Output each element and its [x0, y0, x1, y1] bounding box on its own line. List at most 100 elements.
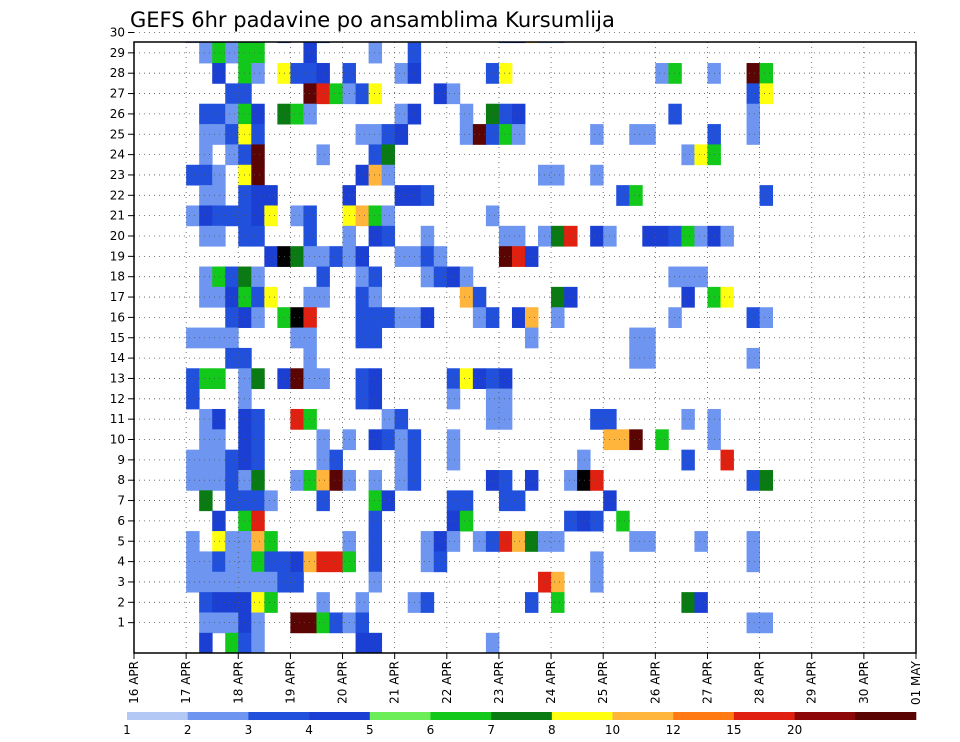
cell: [485, 368, 500, 390]
cell: [759, 470, 774, 491]
cell: [290, 368, 304, 390]
cell: [746, 612, 760, 634]
cell: [212, 225, 226, 247]
cell: [511, 225, 526, 247]
cell: [212, 470, 226, 491]
y-tick-label: 28: [110, 66, 125, 80]
cell: [329, 612, 343, 634]
cell: [212, 449, 226, 471]
colorbar-label: 15: [726, 723, 741, 737]
cell: [355, 307, 369, 328]
cell: [251, 124, 265, 145]
y-axis: 1234567891011121314151617181920212223242…: [110, 26, 134, 630]
cell: [420, 307, 435, 328]
colorbar-label: 8: [548, 723, 556, 737]
colorbar-swatch: [430, 712, 492, 720]
cell: [316, 83, 330, 105]
cell: [629, 347, 643, 369]
cell: [564, 510, 578, 532]
cell: [498, 246, 513, 267]
cell: [251, 551, 265, 573]
cell: [459, 368, 474, 390]
x-axis: 16 APR 17 APR 18 APR 19 APR 20 APR 21 APR 22 A…: [127, 653, 923, 705]
cell: [316, 266, 330, 288]
x-tick-label: 23 APR: [492, 661, 506, 704]
cell: [199, 266, 213, 288]
cell: [251, 266, 265, 288]
cell: [251, 632, 265, 654]
cell: [394, 408, 409, 430]
cell: [303, 103, 317, 125]
colorbar-swatch: [794, 712, 856, 720]
colorbar-swatch: [733, 712, 795, 720]
cell: [511, 490, 526, 512]
cell: [212, 429, 226, 451]
cell: [225, 327, 239, 349]
cell: [225, 531, 239, 552]
colorbar: 1 2 3 4 5 6 7 8 10 12 15 20: [123, 712, 917, 737]
cell: [746, 347, 760, 369]
cell: [446, 531, 461, 552]
cell: [303, 470, 317, 491]
cell: [186, 327, 200, 349]
cell: [303, 612, 317, 634]
cell: [264, 571, 278, 593]
cell: [316, 592, 330, 613]
cell: [316, 470, 330, 491]
cell: [694, 266, 708, 288]
cell: [186, 531, 200, 552]
cell: [368, 632, 383, 654]
cell: [303, 63, 317, 84]
cell: [199, 408, 213, 430]
cell: [199, 124, 213, 145]
cell: [212, 510, 226, 532]
cell: [212, 408, 226, 430]
y-tick-label: 22: [110, 188, 125, 202]
x-tick-label: 29 APR: [805, 661, 819, 704]
cell: [694, 592, 708, 613]
cell: [498, 368, 513, 390]
cell: [498, 531, 513, 552]
cell: [251, 307, 265, 328]
cell: [355, 632, 369, 654]
cell: [355, 388, 369, 410]
cell: [485, 103, 500, 125]
cell: [355, 246, 369, 267]
cell: [303, 408, 317, 430]
cell: [551, 571, 565, 593]
cell: [629, 124, 643, 145]
x-tick-label: 19 APR: [283, 661, 297, 704]
cell: [212, 592, 226, 613]
y-tick-label: 2: [117, 595, 125, 609]
cell: [251, 63, 265, 84]
cell: [485, 63, 500, 84]
cell: [746, 83, 760, 105]
cell: [511, 246, 526, 267]
colorbar-swatch: [491, 712, 553, 720]
cell: [199, 571, 213, 593]
cell: [316, 429, 330, 451]
colorbar-label: 12: [666, 723, 681, 737]
cell: [212, 531, 226, 552]
y-tick-label: 5: [117, 534, 125, 548]
cell: [629, 429, 643, 451]
cell: [212, 185, 226, 206]
cell: [498, 63, 513, 84]
cell: [511, 124, 526, 145]
cell: [316, 144, 330, 166]
cell: [290, 408, 304, 430]
cell: [264, 185, 278, 206]
x-tick-label: 27 APR: [700, 661, 714, 704]
cell: [251, 286, 265, 308]
cell: [290, 571, 304, 593]
cell: [225, 347, 239, 369]
cell: [225, 83, 239, 105]
cell: [551, 164, 565, 186]
cell: [199, 327, 213, 349]
cell: [264, 246, 278, 267]
cell: [225, 266, 239, 288]
cell: [394, 307, 409, 328]
colorbar-label: 1: [123, 723, 131, 737]
cell: [420, 225, 435, 247]
cell: [485, 632, 500, 654]
